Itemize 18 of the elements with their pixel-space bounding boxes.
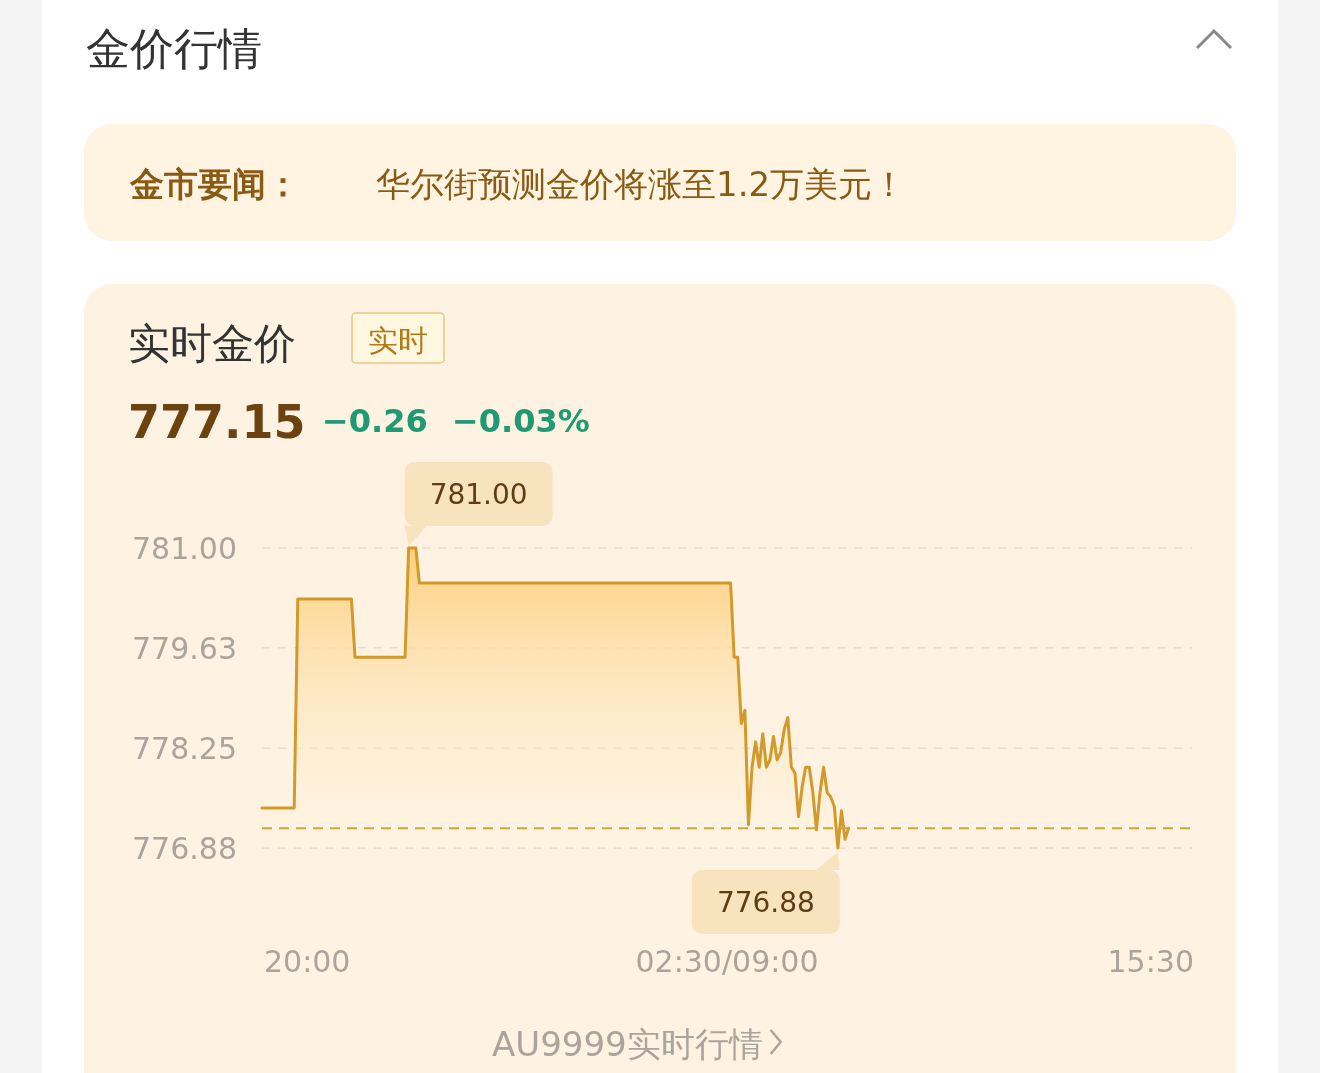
text: −0.03% (452, 402, 590, 440)
text: 20:00 (264, 944, 351, 979)
chart-subtitle: 实时金价 (128, 319, 296, 368)
y-tick-label: 778.25 (132, 731, 237, 767)
y-tick-label: 779.63 (132, 630, 237, 666)
text: 781.00 (429, 478, 528, 511)
text: AU9999实时行情 (492, 1024, 763, 1064)
y-tick-label: 781.00 (132, 531, 237, 566)
text: 金市要闻： (129, 164, 300, 204)
text: −0.26 (322, 402, 428, 440)
text: 777.15 (128, 395, 306, 449)
text: 实时 (368, 323, 428, 358)
text: 15:30 (1107, 944, 1194, 979)
annotation: 776.88 (716, 886, 815, 919)
chart-title: 金价行情 (86, 23, 262, 74)
text: 02:30/09:00 (635, 944, 819, 979)
text: 华尔街预测金价将涨至1.2万美元！ (376, 164, 907, 204)
y-tick-label: 776.88 (132, 831, 237, 866)
